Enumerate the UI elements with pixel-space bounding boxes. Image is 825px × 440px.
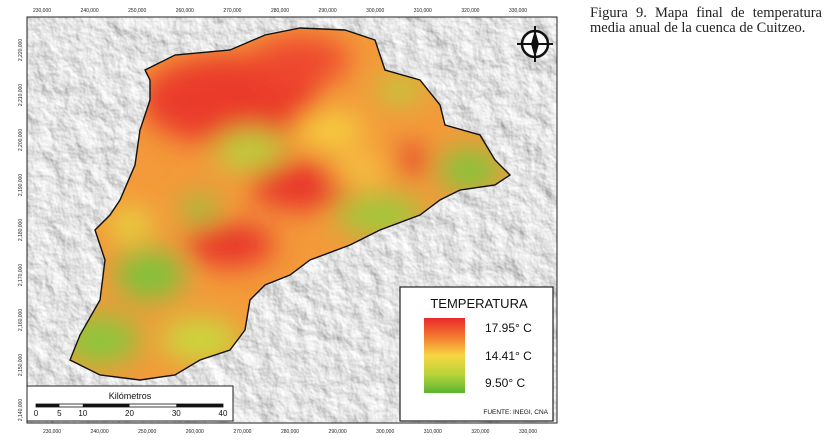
grid-label: 260,000 — [186, 429, 204, 435]
grid-label: 280,000 — [281, 429, 299, 435]
scale-tick-label: 30 — [172, 409, 181, 418]
grid-label: 2,170,000 — [18, 264, 24, 286]
grid-label: 310,000 — [424, 429, 442, 435]
grid-label: 330,000 — [509, 8, 527, 14]
caption: Figura 9. Mapa final de temperatura medi… — [590, 5, 822, 36]
grid-label: 290,000 — [319, 8, 337, 14]
grid-label: 300,000 — [366, 8, 384, 14]
north-arrow — [517, 26, 553, 62]
grid-label: 2,190,000 — [18, 174, 24, 196]
scale-tick-label: 20 — [125, 409, 134, 418]
grid-label: 2,150,000 — [18, 354, 24, 376]
scale-tick-label: 5 — [57, 409, 62, 418]
legend-label: 14.41° C — [485, 349, 532, 363]
grid-labels: 230,000 230,000 240,000 240,000 250,000 250,0… — [18, 8, 537, 435]
source: FUENTE: INEGI, CNA — [483, 409, 548, 416]
grid-label: 2,160,000 — [18, 309, 24, 331]
scale-segment — [176, 404, 223, 407]
grid-label: 330,000 — [519, 429, 537, 435]
grid-label: 2,140,000 — [18, 399, 24, 421]
grid-label: 270,000 — [233, 429, 251, 435]
scale-tick-label: 0 — [34, 409, 39, 418]
scale-bar: Kilómetros 0 5 10 20 30 40 — [26, 385, 234, 422]
grid-label: 2,200,000 — [18, 129, 24, 151]
map-border — [26, 16, 558, 424]
grid-label: 2,220,000 — [18, 39, 24, 61]
scale-tick-label: 40 — [219, 409, 228, 418]
grid-label: 280,000 — [271, 8, 289, 14]
scale-segment — [82, 404, 130, 407]
grid-label: 250,000 — [128, 8, 146, 14]
grid-label: 320,000 — [461, 8, 479, 14]
legend-title: TEMPERATURA — [430, 296, 528, 311]
grid-label: 310,000 — [414, 8, 432, 14]
grid-label: 240,000 — [81, 8, 99, 14]
grid-label: 320,000 — [471, 429, 489, 435]
legend-label: 17.95° C — [485, 321, 532, 335]
grid-label: 230,000 — [33, 8, 51, 14]
scale-tick-label: 10 — [78, 409, 87, 418]
scale-title: Kilómetros — [109, 391, 152, 401]
legend-label: 9.50° C — [485, 376, 525, 390]
grid-label: 300,000 — [376, 429, 394, 435]
scale-segment — [36, 404, 60, 407]
grid-label: 290,000 — [329, 429, 347, 435]
grid-label: 260,000 — [176, 8, 194, 14]
grid-label: 2,210,000 — [18, 84, 24, 106]
legend: TEMPERATURA 17.95° C 14.41° C 9.50° C FU… — [399, 286, 554, 422]
grid-label: 230,000 — [43, 429, 61, 435]
grid-label: 270,000 — [223, 8, 241, 14]
grid-label: 240,000 — [91, 429, 109, 435]
grid-label: 2,180,000 — [18, 219, 24, 241]
map: TEMPERATURA 17.95° C 14.41° C 9.50° C FU… — [18, 8, 558, 435]
grid-label: 250,000 — [138, 429, 156, 435]
legend-ramp — [424, 318, 465, 393]
